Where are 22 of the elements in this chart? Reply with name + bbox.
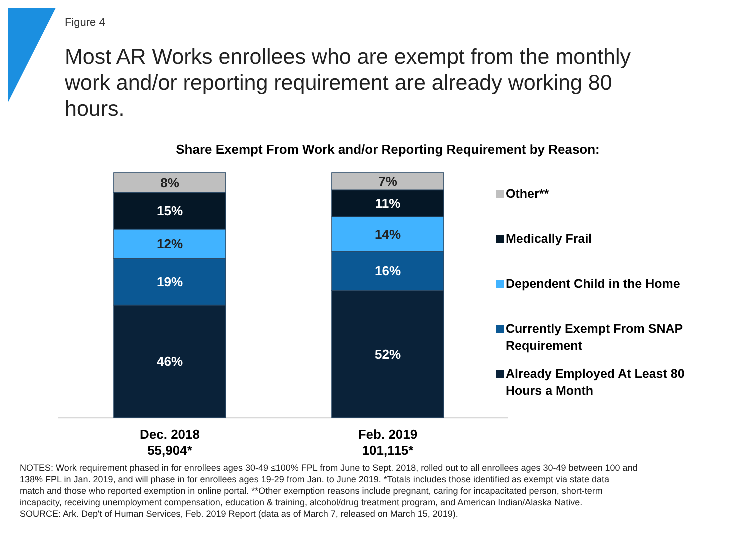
legend-label: Dependent Child in the Home: [506, 277, 680, 291]
caption: Figure 4: [65, 17, 106, 29]
chart-subtitle: Share Exempt From Work and/or Reporting Requirement by Reason:: [176, 142, 600, 157]
data-label: 16%: [374, 264, 402, 278]
source-note: SOURCE: Ark. Dep't of Human Services, Feb. 2019 Report (data as of March 7, released on March 15, 2019).: [20, 509, 458, 519]
data-label: 8%: [160, 175, 180, 190]
data-label: 52%: [374, 346, 402, 362]
data-label: 19%: [156, 274, 184, 290]
legend-label: Already Employed At Least 80 Hours a Month: [506, 367, 685, 398]
legend-label: Other**: [506, 187, 550, 201]
legend-label: Currently Exempt From SNAP Requirement: [506, 322, 684, 353]
data-label: 12%: [156, 236, 184, 252]
x-tick-label: Feb. 2019 101,115*: [358, 427, 418, 458]
text: NOTES: Work requirement phased in for enrollees ages 30-49 ≤100% FPL from June to Sept. 2018, rolled out to all enrollees ages 30-49 between 100 and 138% FPL in Jan. 2019, and will phase in for enrollees ages 19-29 from Jan. to June 2019. *Totals includes those identified as exempt via state data match and those who reported exemption in online portal. **Other exemption reasons include pregnant, caring for incapacitated person, short-term incapacity, receiving unemployment compensation, education & training, alcohol/drug treatment program, and American Indian/Alaska Native.: [20, 463, 638, 508]
data-label: 46%: [156, 354, 184, 370]
data-label: 15%: [156, 203, 184, 218]
data-label: 7%: [378, 174, 398, 190]
x-tick-label: Dec. 2018 55,904*: [140, 427, 200, 458]
data-label: 11%: [375, 196, 402, 212]
legend-label: Medically Frail: [506, 232, 592, 246]
chart-title: Most AR Works enrollees who are exempt from the monthly work and/or reporting requirement are already working 80 hours.: [64, 45, 632, 121]
data-label: 14%: [374, 226, 402, 242]
